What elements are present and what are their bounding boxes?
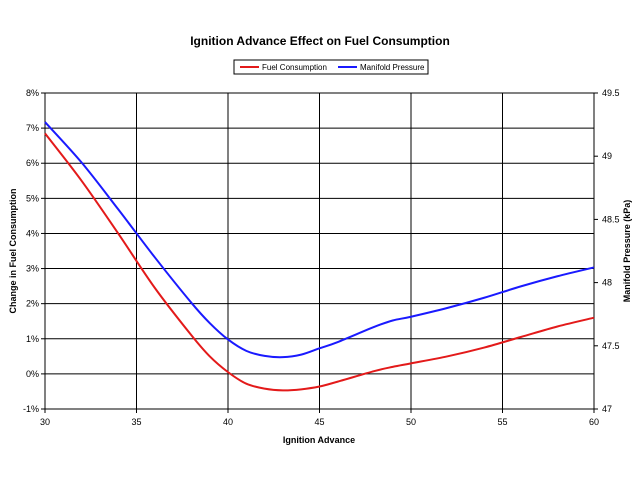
y-tick-label: 4%: [26, 228, 39, 238]
legend-label-manifold-pressure: Manifold Pressure: [360, 63, 425, 72]
y2-tick-label: 49: [602, 151, 612, 161]
y2-tick-label: 47: [602, 404, 612, 414]
chart-title: Ignition Advance Effect on Fuel Consumpt…: [190, 34, 450, 48]
x-tick-label: 40: [223, 417, 233, 427]
x-axis: 30 35 40 45 50 55 60: [40, 409, 599, 427]
y-tick-label: 1%: [26, 334, 39, 344]
y-tick-label: 2%: [26, 299, 39, 309]
x-tick-label: 45: [314, 417, 324, 427]
x-axis-label: Ignition Advance: [283, 435, 355, 445]
y-tick-label: 7%: [26, 123, 39, 133]
y-axis-left: -1% 0% 1% 2% 3% 4% 5% 6% 7% 8%: [23, 88, 45, 414]
y-tick-label: 8%: [26, 88, 39, 98]
x-tick-label: 55: [497, 417, 507, 427]
x-tick-label: 35: [131, 417, 141, 427]
series-line-manifold-pressure: [44, 121, 595, 359]
x-tick-label: 50: [406, 417, 416, 427]
y-tick-label: 5%: [26, 193, 39, 203]
y-axis-label-right: Manifold Pressure (kPa): [622, 200, 632, 303]
x-tick-label: 30: [40, 417, 50, 427]
legend: Fuel Consumption Manifold Pressure: [233, 59, 429, 75]
y2-tick-label: 48: [602, 278, 612, 288]
y-axis-right: 47 47.5 48 48.5 49 49.5: [594, 88, 620, 414]
y2-tick-label: 48.5: [602, 214, 620, 224]
series-line-fuel-consumption: [44, 132, 595, 392]
y-tick-label: 6%: [26, 158, 39, 168]
y2-tick-label: 47.5: [602, 341, 620, 351]
y-tick-label: -1%: [23, 404, 39, 414]
y-tick-label: 3%: [26, 264, 39, 274]
legend-label-fuel-consumption: Fuel Consumption: [262, 63, 327, 72]
y-tick-label: 0%: [26, 369, 39, 379]
x-tick-label: 60: [589, 417, 599, 427]
y2-tick-label: 49.5: [602, 88, 620, 98]
series-lines: [44, 121, 595, 392]
legend-box: [233, 59, 429, 75]
y-axis-label-left: Change in Fuel Consumption: [8, 189, 18, 314]
